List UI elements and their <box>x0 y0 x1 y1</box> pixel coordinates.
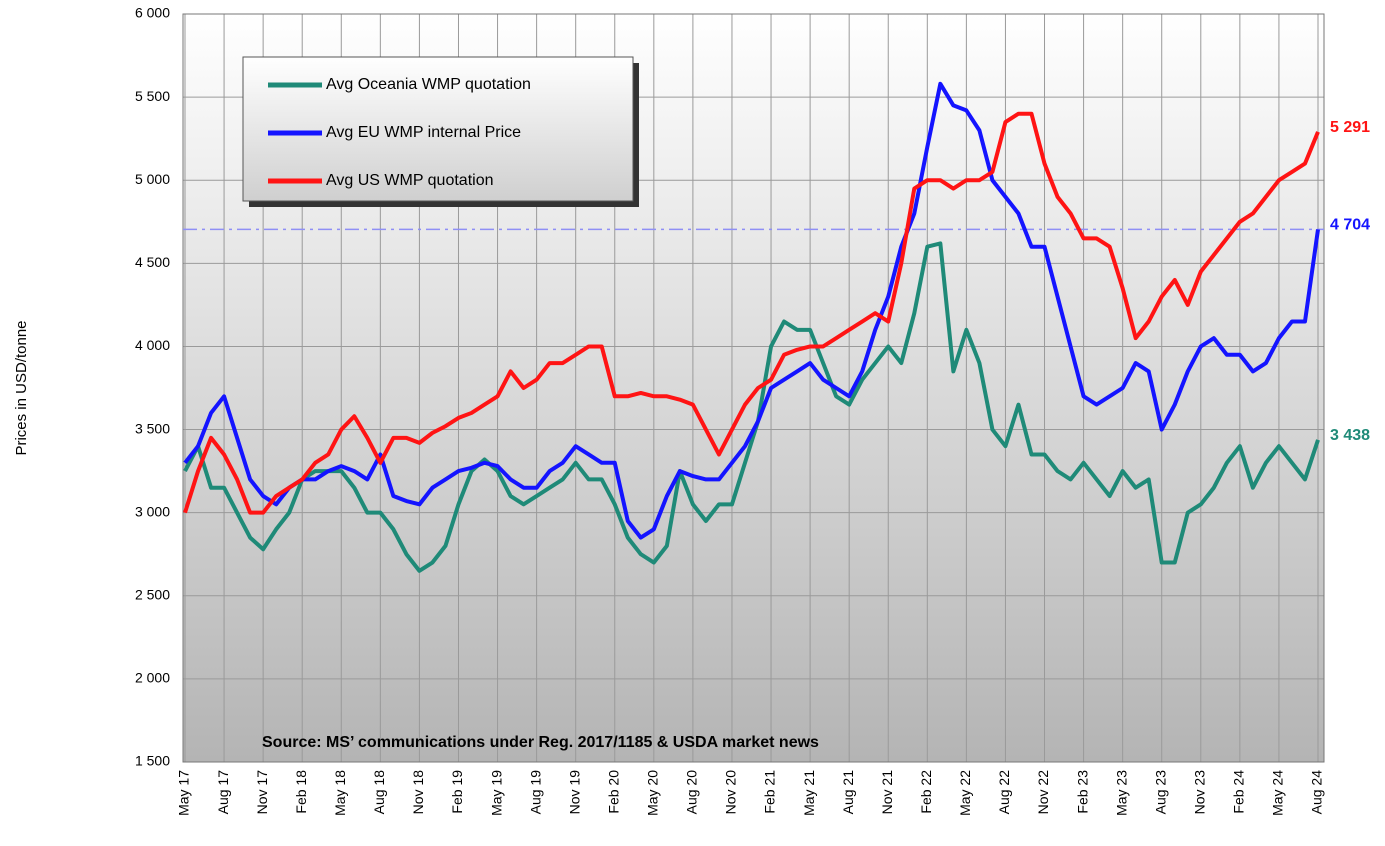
x-tick-label: May 18 <box>332 770 348 816</box>
x-tick-label: Feb 19 <box>449 770 465 814</box>
x-tick-label: May 17 <box>176 770 192 816</box>
x-tick-label: May 20 <box>645 770 661 816</box>
x-tick-label: Feb 21 <box>762 770 778 814</box>
x-tick-label: Feb 18 <box>293 770 309 814</box>
y-axis-label: Prices in USD/tonne <box>13 320 30 455</box>
x-tick-label: Nov 21 <box>879 770 895 815</box>
x-tick-label: Aug 20 <box>684 770 700 815</box>
source-note: Source: MS’ communications under Reg. 20… <box>262 734 819 751</box>
x-tick-label: Aug 18 <box>371 770 387 815</box>
x-tick-label: Nov 19 <box>566 770 582 815</box>
series-line <box>183 241 1320 573</box>
value-label: 3 438 <box>1330 427 1370 444</box>
legend <box>242 56 634 202</box>
y-tick-label: 6 000 <box>135 5 170 21</box>
x-tick-label: Aug 22 <box>996 770 1012 815</box>
x-tick-label: Feb 22 <box>918 770 934 814</box>
x-tick-label: Aug 21 <box>840 770 856 815</box>
x-tick-label: Nov 18 <box>410 770 426 815</box>
legend-label: Avg EU WMP internal Price <box>326 124 521 141</box>
x-tick-label: Nov 20 <box>723 770 739 815</box>
x-tick-label: Nov 17 <box>254 770 270 815</box>
x-tick-label: Nov 23 <box>1191 770 1207 815</box>
y-tick-label: 4 000 <box>135 337 170 353</box>
x-tick-label: Aug 19 <box>527 770 543 815</box>
y-tick-label: 2 500 <box>135 586 170 602</box>
y-tick-label: 3 000 <box>135 503 170 519</box>
x-tick-label: Feb 20 <box>605 770 621 814</box>
y-tick-label: 5 500 <box>135 88 170 104</box>
x-tick-label: May 22 <box>957 770 973 816</box>
x-tick-label: May 21 <box>801 770 817 816</box>
x-tick-label: Nov 22 <box>1035 770 1051 815</box>
series-line <box>183 81 1320 540</box>
y-tick-label: 1 500 <box>135 753 170 769</box>
series-line <box>183 111 1320 515</box>
y-tick-label: 4 500 <box>135 254 170 270</box>
value-label: 4 704 <box>1330 217 1370 234</box>
x-tick-label: May 19 <box>488 770 504 816</box>
y-tick-label: 5 000 <box>135 171 170 187</box>
plot-border <box>182 13 1325 763</box>
value-label: 5 291 <box>1330 119 1370 136</box>
legend-label: Avg Oceania WMP quotation <box>326 76 531 93</box>
x-tick-label: May 23 <box>1113 770 1129 816</box>
x-tick-label: May 24 <box>1270 770 1286 816</box>
legend-label: Avg US WMP quotation <box>326 172 494 189</box>
y-tick-label: 2 000 <box>135 670 170 686</box>
x-tick-label: Aug 24 <box>1309 770 1325 815</box>
y-tick-label: 3 500 <box>135 420 170 436</box>
x-tick-label: Aug 23 <box>1152 770 1168 815</box>
x-tick-label: Feb 23 <box>1074 770 1090 814</box>
x-tick-label: Feb 24 <box>1231 770 1247 814</box>
x-tick-label: Aug 17 <box>215 770 231 815</box>
